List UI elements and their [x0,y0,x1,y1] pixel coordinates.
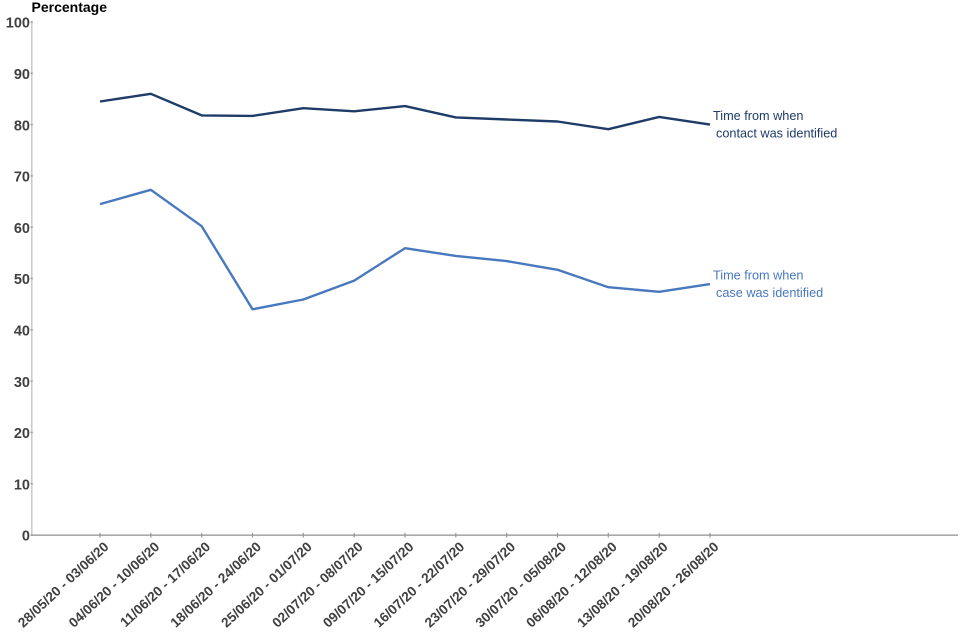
svg-text:90: 90 [14,67,30,83]
svg-text:02/07/20 - 08/07/20: 02/07/20 - 08/07/20 [269,539,365,630]
svg-text:70: 70 [14,170,30,186]
svg-text:28/05/20 - 03/06/20: 28/05/20 - 03/06/20 [15,539,111,630]
svg-text:40: 40 [14,324,30,340]
svg-text:25/06/20 - 01/07/20: 25/06/20 - 01/07/20 [218,539,314,630]
svg-text:0: 0 [22,529,30,545]
svg-text:11/06/20 - 17/06/20: 11/06/20 - 17/06/20 [117,539,213,630]
svg-text:30: 30 [14,375,30,391]
svg-text:16/07/20 - 22/07/20: 16/07/20 - 22/07/20 [371,539,467,630]
svg-text:04/06/20 - 10/06/20: 04/06/20 - 10/06/20 [66,539,162,630]
svg-text:20: 20 [14,426,30,442]
svg-text:06/08/20 - 12/08/20: 06/08/20 - 12/08/20 [523,539,619,630]
svg-text:30/07/20 - 05/08/20: 30/07/20 - 05/08/20 [473,539,569,630]
svg-text:100: 100 [6,16,30,32]
svg-text:60: 60 [14,221,30,237]
svg-text:20/08/20 - 26/08/20: 20/08/20 - 26/08/20 [625,539,721,630]
svg-text:case was identified: case was identified [716,286,823,300]
svg-text:18/06/20 - 24/06/20: 18/06/20 - 24/06/20 [168,539,264,630]
svg-text:80: 80 [14,118,30,134]
svg-text:Time from when: Time from when [713,109,803,123]
svg-text:13/08/20 - 19/08/20: 13/08/20 - 19/08/20 [574,539,670,630]
svg-text:50: 50 [14,272,30,288]
svg-text:contact was identified: contact was identified [716,127,837,141]
svg-text:23/07/20 - 29/07/20: 23/07/20 - 29/07/20 [422,539,518,630]
svg-text:09/07/20 - 15/07/20: 09/07/20 - 15/07/20 [320,539,416,630]
svg-text:10: 10 [14,477,30,493]
svg-text:Percentage: Percentage [32,0,108,15]
svg-text:Time from when: Time from when [713,269,803,283]
